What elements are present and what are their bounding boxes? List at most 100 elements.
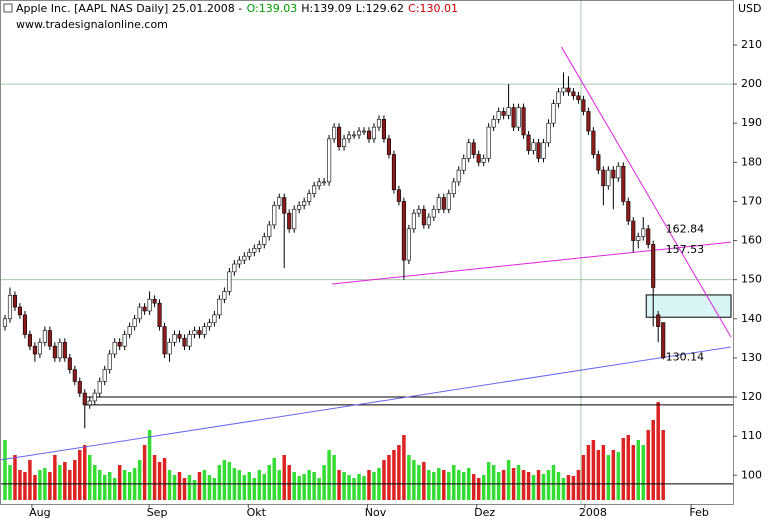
chart-title: Apple Inc. [AAPL NAS Daily] 25.01.2008 -… — [16, 2, 458, 15]
candle-body — [82, 392, 87, 406]
candle-body — [611, 169, 616, 179]
y-unit: USD — [738, 2, 762, 15]
volume-bar — [476, 478, 481, 500]
volume-bar — [107, 472, 112, 500]
volume-bar — [48, 472, 52, 500]
candle-body — [97, 381, 102, 394]
volume-bar — [342, 472, 346, 500]
candle-body — [466, 142, 471, 159]
candle-body — [142, 306, 147, 312]
candle-body — [661, 322, 666, 359]
volume-bar — [531, 475, 536, 500]
volume-bar — [417, 465, 421, 500]
volume-bar — [3, 440, 7, 500]
volume-bar — [312, 472, 316, 500]
volume-bar — [412, 460, 416, 500]
volume-bar — [97, 470, 102, 500]
volume-bar — [452, 465, 456, 500]
candle-body — [486, 126, 491, 159]
volume-bar — [641, 445, 645, 500]
volume-bar — [192, 480, 197, 500]
candle-body — [257, 244, 262, 249]
volume-bar — [247, 472, 252, 500]
candle-body — [441, 197, 446, 210]
volume-bar — [307, 470, 311, 500]
candle-body — [262, 236, 267, 245]
volume-bar — [322, 465, 326, 500]
volume-bar — [591, 440, 596, 500]
volume-bar — [571, 476, 576, 500]
candle-body — [2, 318, 8, 327]
volume-bar — [257, 470, 262, 500]
volume-bar — [297, 476, 301, 500]
volume-bar — [601, 445, 606, 500]
candle-body — [431, 208, 436, 218]
volume-bar — [551, 465, 556, 500]
volume-bar — [586, 445, 591, 500]
candle-body — [167, 341, 172, 355]
candle-body — [27, 334, 32, 347]
candle-body — [541, 142, 546, 159]
y-tick-label: 160 — [741, 234, 762, 247]
volume-bar — [277, 470, 281, 500]
candle-body — [107, 353, 112, 370]
candle-body — [287, 212, 292, 230]
candle-body — [636, 236, 641, 241]
volume-bar — [516, 465, 521, 500]
volume-bar — [496, 472, 501, 500]
candle-body — [566, 87, 571, 93]
candle-body — [322, 181, 327, 184]
volume-bar — [422, 462, 426, 500]
volume-bar — [611, 450, 616, 500]
level-label: 130.14 — [666, 350, 705, 363]
ohlc-label: C:130.01 — [408, 2, 458, 15]
candle-body — [157, 302, 162, 327]
volume-bar — [78, 450, 82, 500]
candle-body — [222, 291, 227, 300]
volume-bar — [486, 462, 491, 500]
volume-bar — [362, 476, 366, 500]
volume-bar — [506, 460, 511, 500]
x-tick-label: 2008 — [579, 506, 607, 519]
candle-body — [536, 142, 541, 159]
volume-bar — [352, 478, 356, 500]
volume-bar — [262, 474, 267, 500]
candle-body — [207, 322, 212, 327]
candle-body — [631, 220, 636, 241]
candle-body — [406, 228, 411, 261]
volume-bar — [267, 465, 272, 500]
candle-body — [476, 154, 481, 163]
candle-body — [182, 338, 187, 347]
volume-bar — [526, 472, 531, 500]
volume-bar — [397, 445, 401, 500]
candle-body — [272, 205, 277, 226]
candle-body — [302, 201, 307, 206]
candle-body — [52, 345, 57, 359]
volume-bar — [561, 478, 566, 500]
volume-bar — [317, 478, 321, 500]
volume-bar — [8, 465, 12, 500]
candle-body — [47, 330, 52, 347]
volume-bar — [481, 475, 486, 500]
candle-body — [117, 341, 122, 347]
icon — [3, 3, 13, 13]
volume-bar — [242, 475, 247, 500]
y-tick-label: 210 — [741, 38, 762, 51]
candle-body — [242, 255, 247, 261]
candle-body — [277, 197, 282, 206]
volume-bar — [566, 475, 571, 500]
candle-body — [122, 334, 127, 347]
volume-bar — [112, 478, 117, 500]
x-tick-label: Aug — [29, 506, 50, 519]
volume-bar — [461, 472, 466, 500]
volume-bar — [28, 460, 32, 500]
candle-body — [551, 103, 556, 124]
candle-body — [317, 181, 322, 187]
volume-bar — [596, 450, 601, 500]
candle-body — [132, 318, 137, 327]
x-tick-label: Okt — [247, 506, 267, 519]
candle-body — [327, 138, 332, 183]
candle-body — [616, 165, 621, 179]
y-tick-label: 190 — [741, 116, 762, 129]
candle-body — [127, 326, 132, 335]
